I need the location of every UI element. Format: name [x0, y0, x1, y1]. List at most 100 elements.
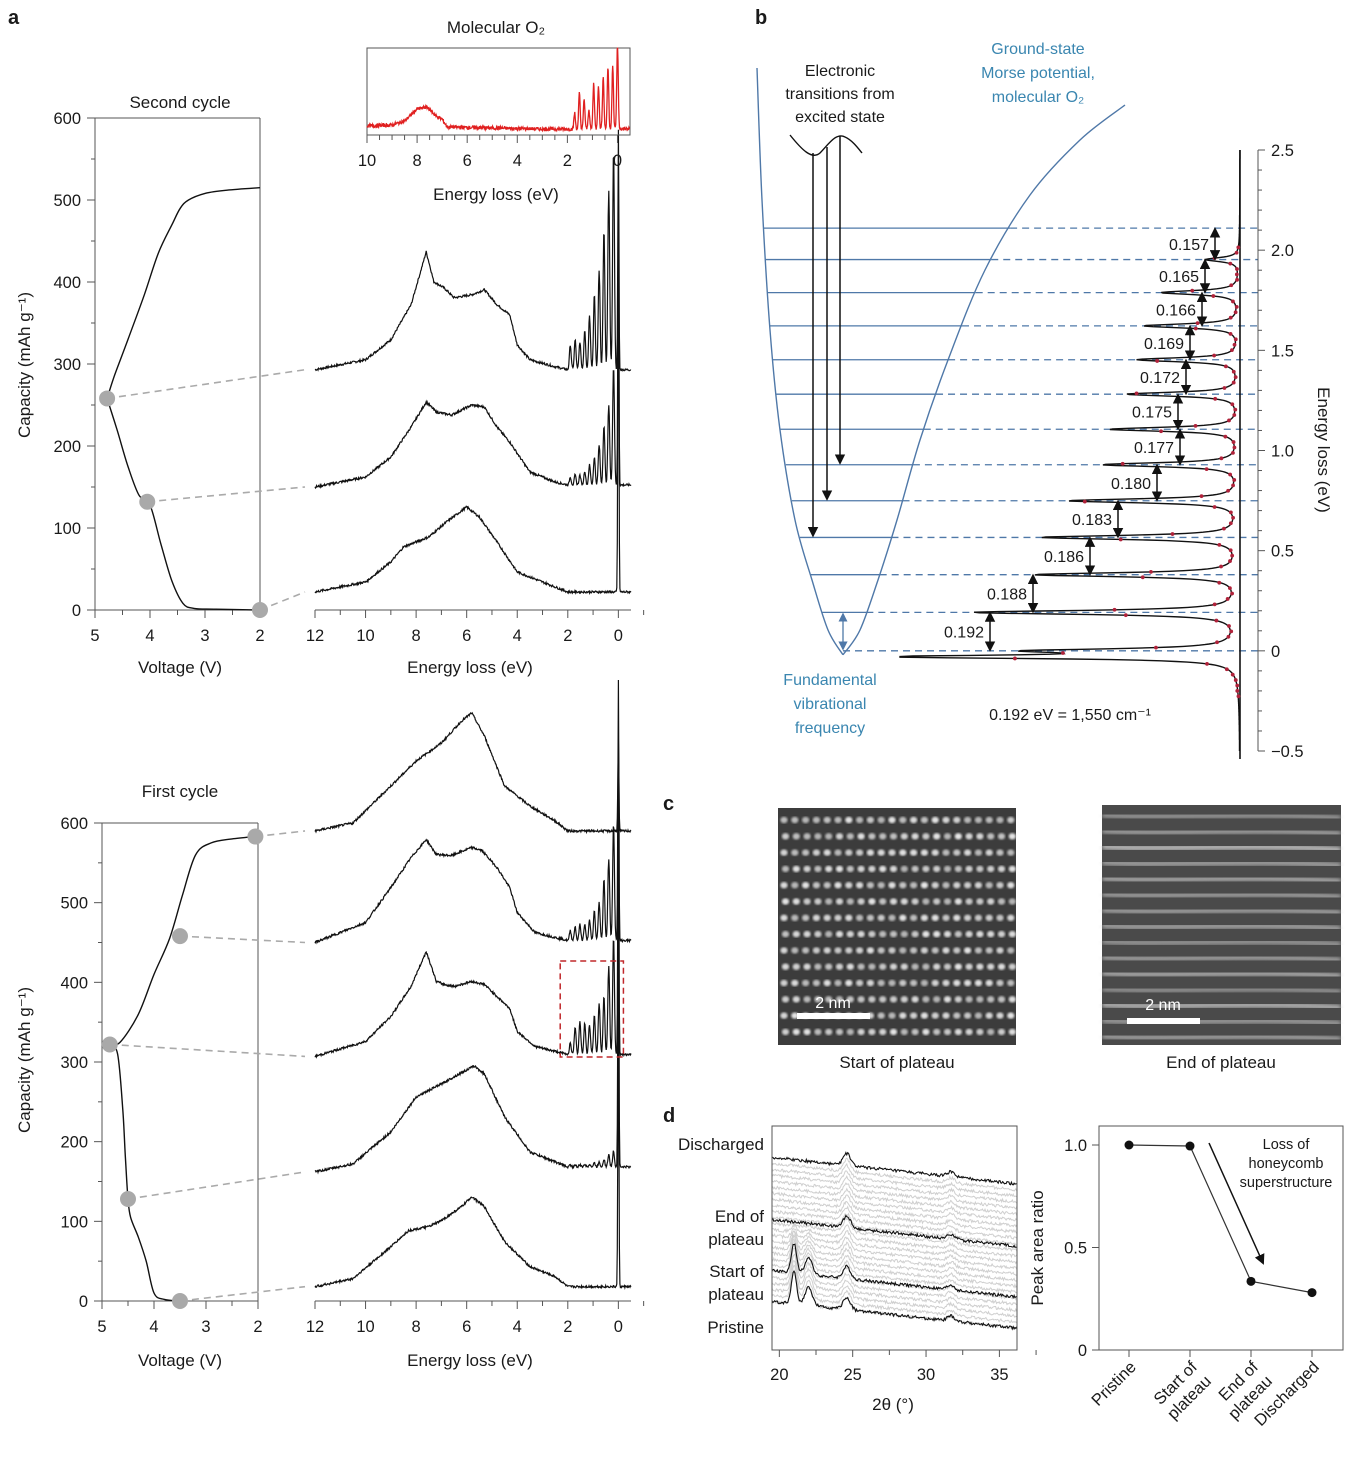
y-tick-label: 0	[1271, 643, 1280, 661]
dashed-connector	[127, 1171, 306, 1200]
data-point	[1232, 478, 1237, 482]
atom-column	[835, 898, 844, 905]
atom-column	[825, 996, 833, 1003]
atom-column	[931, 849, 939, 856]
state-marker	[120, 1191, 136, 1208]
data-point	[1120, 461, 1125, 466]
loss-arrow	[1208, 1142, 1265, 1265]
first-cycle-connectors	[109, 830, 306, 1302]
data-point	[1230, 402, 1235, 407]
ratio-point	[1185, 1141, 1195, 1151]
atom-column	[812, 979, 821, 987]
peak-area-ylabel: Peak area ratio	[1028, 1190, 1047, 1305]
first-cycle-spectra-axis: 12 10 8 6 4 2 0	[306, 1300, 645, 1336]
first-cycle-markers	[101, 828, 264, 1309]
atom-column	[965, 963, 973, 970]
data-point	[1234, 272, 1239, 277]
atom-column	[922, 930, 930, 938]
atom-column	[888, 914, 896, 921]
xrd-scan	[771, 1260, 1017, 1318]
atom-column	[910, 947, 918, 954]
atom-column	[1007, 882, 1015, 889]
atom-column	[974, 979, 983, 987]
atom-column	[835, 930, 844, 938]
atom-column	[997, 898, 1006, 905]
atom-column	[814, 996, 822, 1003]
atom-column	[856, 979, 864, 987]
label-line: Morse potential,	[981, 65, 1095, 82]
atom-column	[954, 865, 962, 873]
atom-column	[866, 947, 875, 954]
data-point	[1231, 451, 1235, 455]
panel-letter-d: d	[663, 1105, 675, 1127]
dashed-connector	[179, 1285, 306, 1302]
data-point	[1170, 532, 1175, 536]
spacing-label: 0.183	[1072, 512, 1112, 529]
atom-column	[933, 1028, 941, 1036]
atom-column	[846, 1028, 854, 1036]
atom-column	[866, 816, 875, 824]
atom-column	[791, 882, 799, 889]
atom-column	[920, 882, 929, 889]
ratio-line	[1128, 1144, 1313, 1294]
atom-column	[781, 865, 790, 873]
atom-column	[899, 914, 907, 921]
atom-column	[954, 833, 962, 840]
atom-column	[933, 996, 941, 1003]
atom-column	[857, 963, 865, 970]
state-marker	[172, 928, 188, 945]
atom-column	[803, 1028, 811, 1036]
data-point	[1190, 288, 1195, 293]
atom-column	[780, 816, 788, 824]
category-label: Pristine	[1088, 1358, 1140, 1410]
excited-state-curve	[789, 134, 863, 156]
y-tick-label: 200	[60, 1134, 88, 1152]
data-point	[1213, 396, 1218, 401]
xrd-scan	[771, 1234, 1018, 1289]
data-point	[1229, 510, 1233, 515]
y-tick-label: −0.5	[1271, 743, 1304, 761]
xrd-scan	[771, 1182, 1018, 1216]
atom-column	[888, 947, 896, 954]
data-point	[1222, 386, 1227, 390]
atom-column	[942, 1012, 950, 1019]
level-spacings: 0.192 0.188 0.186 0.183 0.180 0.177 0.175 0.172…	[944, 227, 1221, 652]
data-point	[1231, 483, 1235, 488]
atom-column	[856, 882, 864, 889]
atom-column	[889, 865, 898, 873]
data-point	[1223, 364, 1228, 369]
atom-column	[825, 963, 833, 970]
atom-column	[942, 849, 950, 856]
atom-column	[879, 930, 887, 938]
xrd-scan-highlight	[771, 1151, 1017, 1186]
atom-column	[943, 930, 952, 938]
atom-column	[845, 979, 853, 987]
data-point	[1235, 689, 1240, 693]
xrd-axes: 20 25 30 35	[770, 1125, 1037, 1384]
xrd-scan	[771, 1170, 1018, 1204]
atom-column	[997, 833, 1006, 840]
atom-column	[812, 947, 821, 954]
atom-column	[792, 865, 800, 873]
conversion-label: 0.192 eV = 1,550 cm⁻¹	[989, 707, 1151, 724]
atom-column	[835, 996, 844, 1003]
atom-column	[911, 833, 919, 840]
scale-bar	[797, 1013, 870, 1019]
atom-column	[780, 1012, 788, 1019]
atom-column	[933, 833, 941, 840]
atom-column	[942, 947, 950, 954]
atom-column	[866, 979, 875, 987]
atom-column	[866, 914, 875, 921]
rixs-fit	[899, 150, 1241, 759]
atom-column	[931, 947, 939, 954]
y-tick-label: 400	[60, 974, 88, 992]
atom-column	[976, 1028, 984, 1036]
atom-column	[879, 996, 887, 1003]
atom-column	[920, 1012, 929, 1019]
label-line: honeycomb	[1249, 1156, 1324, 1172]
x-tick-label: 8	[412, 1318, 421, 1336]
y-tick-label: 2.5	[1271, 142, 1294, 160]
data-point	[1149, 570, 1153, 574]
atom-column	[877, 882, 885, 889]
